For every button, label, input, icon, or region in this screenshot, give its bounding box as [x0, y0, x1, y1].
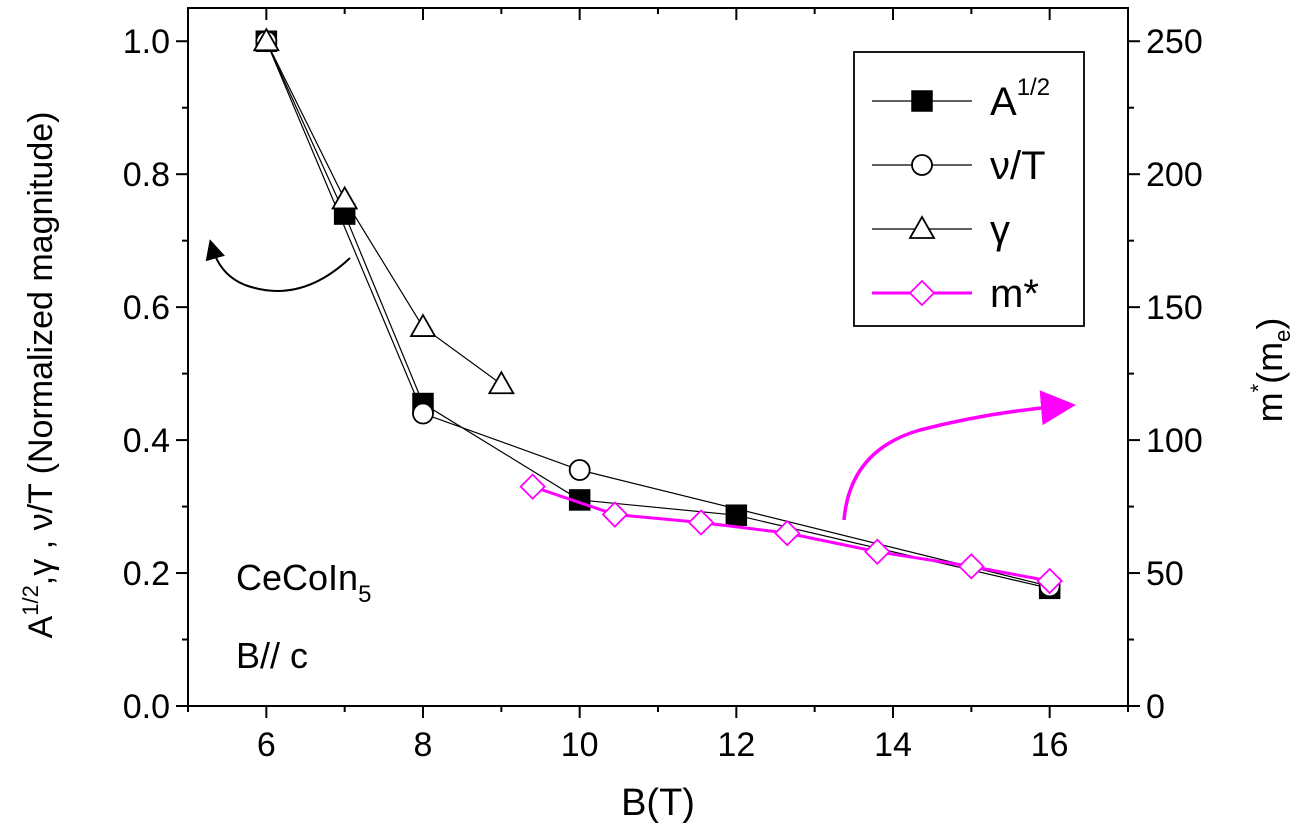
y-right-tick-label: 50 [1146, 555, 1184, 593]
y-right-tick-label: 250 [1146, 23, 1203, 61]
y-left-tick-label: 0.8 [123, 156, 170, 194]
series-line [265, 41, 1050, 587]
data-point [331, 185, 359, 210]
y-left-tick-label: 0.4 [123, 422, 170, 460]
data-point [487, 370, 515, 395]
legend-entry: ν/T [872, 144, 1046, 188]
y-left-tick-label: 0.6 [123, 289, 170, 327]
x-tick-label: 14 [874, 726, 912, 764]
legend-entry: A1/2 [872, 74, 1050, 124]
x-tick-label: 16 [1031, 726, 1069, 764]
legend-label: ν/T [990, 144, 1046, 188]
y-right-tick-label: 200 [1146, 156, 1203, 194]
x-tick-label: 10 [561, 726, 599, 764]
series-2 [252, 27, 515, 395]
x-tick-label: 8 [414, 726, 433, 764]
data-point [252, 27, 280, 52]
y-axis-label-right: m*(me) [1246, 318, 1295, 423]
series-3 [519, 473, 1063, 595]
legend-marker [911, 90, 933, 112]
y-right-tick-label: 0 [1146, 688, 1165, 726]
series-line [265, 40, 502, 385]
y-right-tick-label: 100 [1146, 422, 1203, 460]
data-point [409, 313, 437, 337]
data-point [687, 509, 715, 536]
data-point [1036, 567, 1063, 595]
x-axis-label: B(T) [621, 782, 695, 824]
legend-entry: γ [872, 208, 1010, 252]
data-point [412, 402, 434, 425]
chart-series [252, 27, 1063, 600]
data-point [773, 519, 801, 547]
legend-marker [911, 154, 933, 176]
legend-marker [908, 215, 936, 239]
x-tick-label: 12 [717, 726, 755, 764]
data-point [568, 459, 591, 481]
legend-box [853, 51, 1085, 327]
x-tick-label: 6 [257, 726, 276, 764]
y-right-tick-label: 150 [1146, 289, 1203, 327]
annotation-field: B// c [236, 635, 308, 676]
chart-ticks: 6 8 10 12 14 16 0.0 0.2 0.4 0.6 0.8 1.0 0 50 100 150 200… [123, 8, 1203, 764]
y-axis-label-left: A1/2,γ , ν/T (Normalized magnitude) [18, 112, 60, 639]
data-point [864, 538, 891, 566]
data-point [958, 553, 985, 580]
chart-annotations [205, 239, 1076, 521]
legend-entry: m* [872, 272, 1039, 316]
y-left-tick-label: 1.0 [123, 23, 170, 61]
annotation-sample: CeCoIn5 [236, 557, 371, 608]
legend-label: γ [990, 208, 1010, 252]
data-point [601, 501, 629, 528]
legend-label: m* [990, 272, 1039, 316]
arrow-to-right-axis [842, 390, 1076, 521]
chart-legend: A1/2 ν/T γ m* [853, 51, 1085, 327]
y-left-tick-label: 0.2 [123, 555, 170, 593]
legend-label: A1/2 [990, 74, 1050, 124]
arrow-to-left-axis [205, 239, 351, 292]
legend-marker [908, 279, 936, 307]
y-left-tick-label: 0.0 [123, 688, 170, 726]
data-point [519, 473, 546, 500]
